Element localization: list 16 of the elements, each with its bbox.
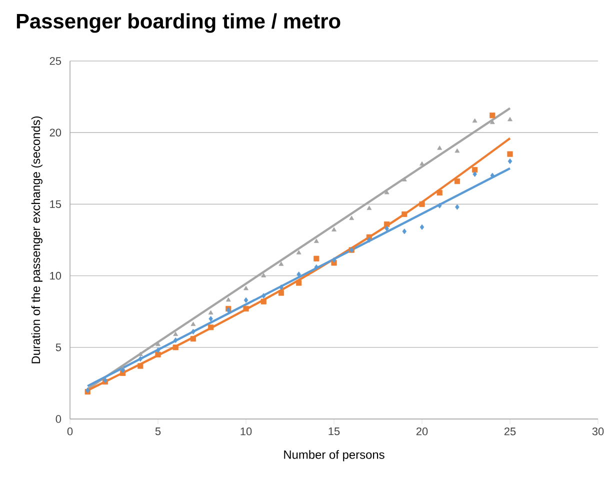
y-tick-label: 0: [56, 415, 62, 423]
y-tick-label: 10: [50, 272, 62, 280]
x-tick-label: 5: [155, 428, 161, 436]
x-tick-label: 15: [328, 428, 340, 436]
x-tick-label: 0: [67, 428, 73, 436]
y-tick-label: 5: [56, 344, 62, 352]
x-axis-title: Number of persons: [284, 450, 384, 462]
y-axis-title: Duration of the passenger exchange (seconds): [31, 116, 42, 364]
chart-title: Passenger boarding time / metro: [16, 13, 340, 33]
x-tick-label: 20: [416, 428, 428, 436]
y-tick-label: 20: [50, 128, 62, 136]
y-tick-label: 15: [50, 200, 62, 208]
x-tick-label: 25: [504, 428, 516, 436]
x-tick-label: 10: [240, 428, 252, 436]
y-tick-label: 25: [50, 57, 62, 65]
x-tick-label: 30: [592, 428, 604, 436]
